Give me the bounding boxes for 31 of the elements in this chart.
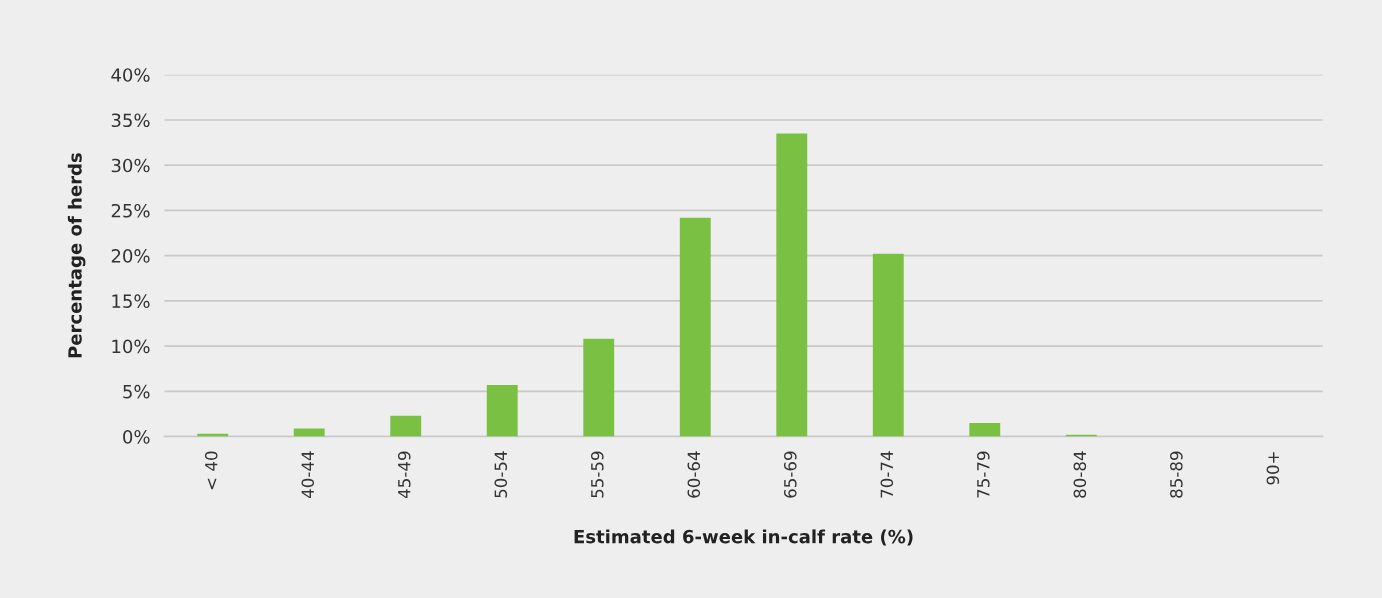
bar <box>583 338 615 437</box>
y-tick-label: 25% <box>111 203 150 218</box>
x-tick-label: < 40 <box>204 451 218 490</box>
x-tick-label: 40-44 <box>301 451 315 499</box>
x-tick-label: 75-79 <box>977 451 990 498</box>
y-tick-label: 5% <box>123 384 150 399</box>
bar <box>679 217 711 437</box>
y-tick-label: 20% <box>111 249 150 263</box>
x-tick-label: 45-49 <box>397 451 411 499</box>
bar <box>390 415 422 437</box>
y-axis-title: Percentage of herds <box>67 153 86 358</box>
x-tick-label: 70-74 <box>880 451 894 498</box>
bar <box>872 253 904 437</box>
x-tick-label: 55-59 <box>590 451 604 498</box>
x-tick-label: 65-69 <box>784 451 797 498</box>
x-tick-label: 80-84 <box>1073 451 1087 498</box>
y-tick-label: 10% <box>112 339 150 354</box>
x-tick-label: 60-64 <box>687 451 701 498</box>
x-tick-label: 85-89 <box>1170 451 1183 498</box>
y-tick-label: 40% <box>111 68 150 82</box>
bar <box>293 428 325 437</box>
x-tick-label: 90+ <box>1266 452 1280 485</box>
x-tick-label: 50-54 <box>494 451 508 498</box>
x-axis-title: Estimated 6-week in-calf rate (%) <box>574 529 913 546</box>
bar <box>776 133 808 437</box>
bar <box>486 384 518 437</box>
y-tick-label: 35% <box>111 113 150 128</box>
y-tick-label: 30% <box>111 158 150 173</box>
y-tick-label: 0% <box>123 430 150 444</box>
bar <box>969 422 1001 437</box>
y-tick-label: 15% <box>112 294 150 308</box>
